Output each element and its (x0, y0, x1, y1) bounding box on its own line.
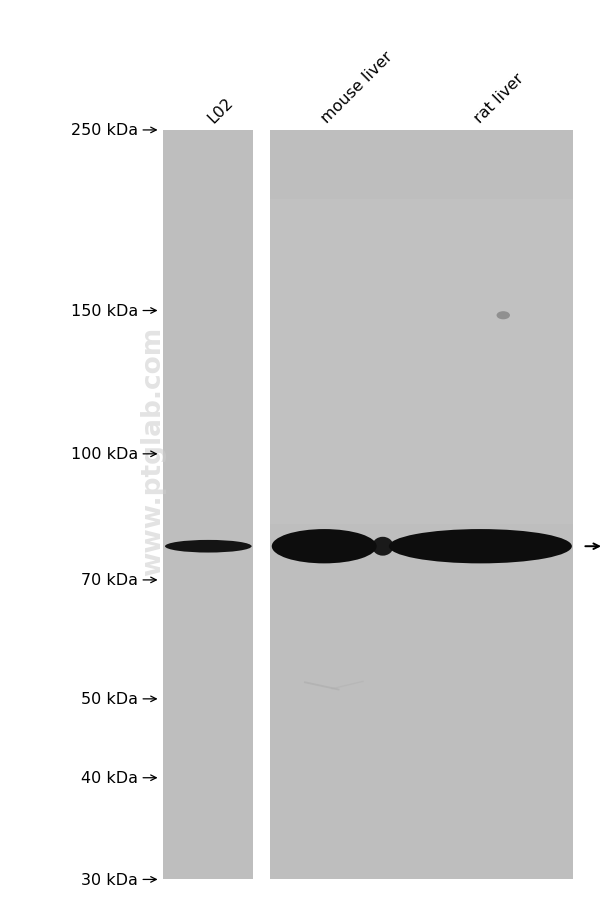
Text: L02: L02 (205, 95, 237, 126)
Bar (270, 131, 573, 879)
Bar (270, 200, 573, 524)
Ellipse shape (165, 540, 251, 553)
Text: 40 kDa: 40 kDa (81, 770, 138, 786)
Bar (163, 131, 253, 879)
Ellipse shape (497, 312, 510, 320)
Text: 50 kDa: 50 kDa (81, 692, 138, 706)
Text: 150 kDa: 150 kDa (71, 304, 138, 318)
Text: 250 kDa: 250 kDa (71, 124, 138, 138)
Ellipse shape (272, 529, 376, 564)
Ellipse shape (389, 529, 572, 564)
Text: 100 kDa: 100 kDa (71, 446, 138, 462)
Text: mouse liver: mouse liver (318, 50, 395, 126)
Text: rat liver: rat liver (471, 71, 526, 126)
Text: 70 kDa: 70 kDa (81, 573, 138, 588)
Ellipse shape (372, 538, 393, 556)
Text: www.ptglab.com: www.ptglab.com (140, 327, 167, 575)
Text: 30 kDa: 30 kDa (81, 872, 138, 887)
